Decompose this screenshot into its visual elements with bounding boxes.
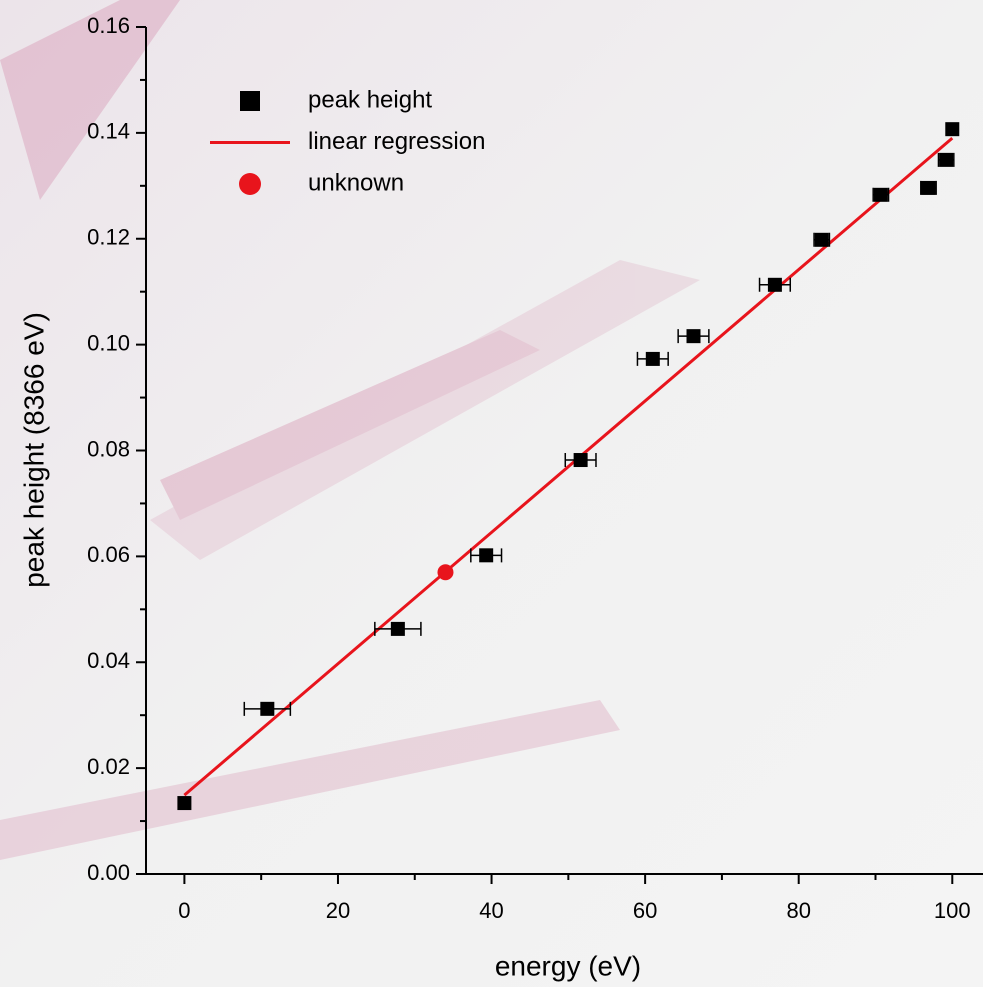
x-tick-label: 60 [633,898,657,923]
data-point [921,181,935,195]
legend-label: peak height [308,86,432,113]
data-point [479,548,493,562]
x-tick-label: 0 [178,898,190,923]
data-point [646,352,660,366]
data-point [945,122,959,136]
data-point [687,329,701,343]
y-tick-label: 0.02 [87,754,130,779]
data-point [939,153,953,167]
legend-label: linear regression [308,128,485,155]
background [0,0,983,987]
data-point [874,188,888,202]
data-point [574,453,588,467]
y-axis-label: peak height (8366 eV) [18,312,49,588]
chart: energy (eV) peak height (8366 eV) 0 20 40 6… [0,0,983,987]
x-tick-label: 100 [934,898,971,923]
legend-marker [240,91,260,111]
y-tick-label: 0.12 [87,225,130,250]
y-tick-label: 0.08 [87,436,130,461]
page: {"chart_data": {"type": "scatter", "x_la… [0,0,983,987]
legend-label: unknown [308,169,404,196]
x-tick-label: 80 [786,898,810,923]
y-tick-label: 0.06 [87,542,130,567]
data-point [815,233,829,247]
unknown-point [437,564,453,580]
y-tick-label: 0.14 [87,119,130,144]
x-tick-label: 40 [479,898,503,923]
data-point [768,278,782,292]
data-point [391,622,405,636]
y-tick-label: 0.04 [87,648,130,673]
x-tick-label: 20 [326,898,350,923]
y-tick-label: 0.00 [87,860,130,885]
y-tick-label: 0.16 [87,13,130,38]
data-point [177,796,191,810]
data-point [260,702,274,716]
y-tick-label: 0.10 [87,330,130,355]
x-axis-label: energy (eV) [495,950,641,981]
legend-marker [239,173,261,195]
